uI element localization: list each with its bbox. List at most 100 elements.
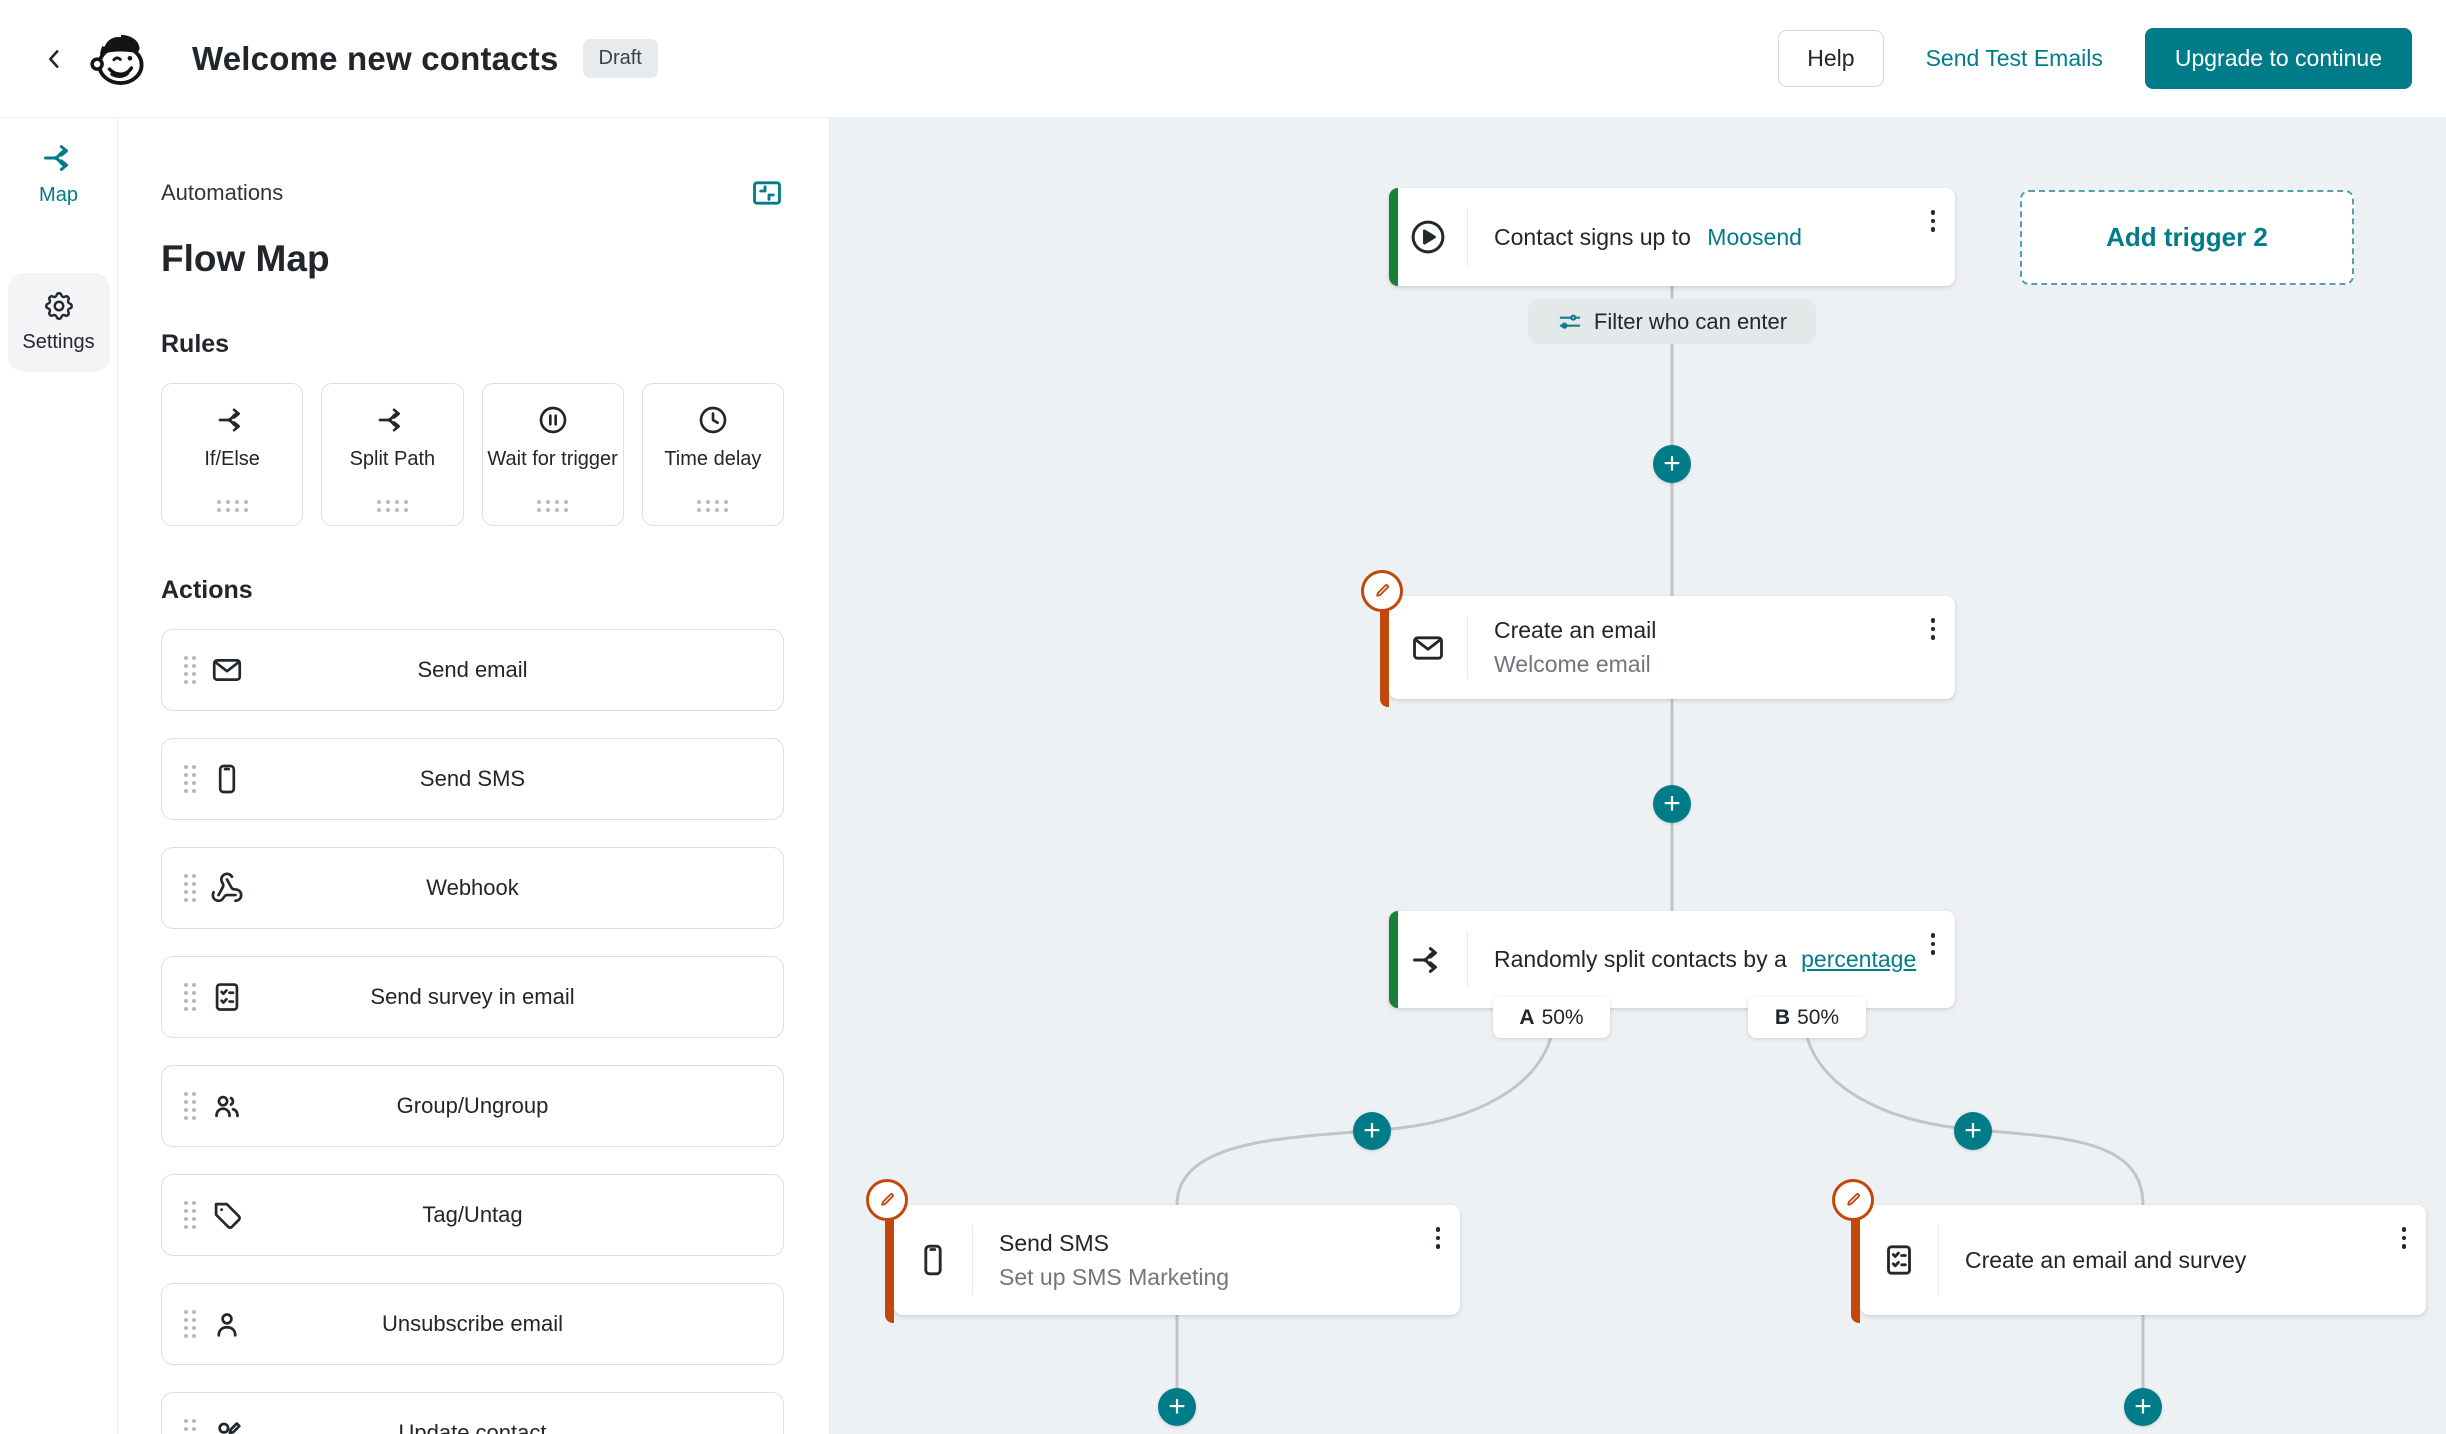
upgrade-button[interactable]: Upgrade to continue [2144, 28, 2412, 89]
back-button[interactable] [34, 39, 74, 79]
rule-label: Split Path [349, 448, 436, 470]
node-menu-button[interactable] [1925, 927, 1942, 961]
trigger-node[interactable]: Contact signs up to Moosend [1389, 188, 1955, 286]
action-item-send-survey[interactable]: Send survey in email [161, 956, 784, 1038]
node-subtitle: Set up SMS Marketing [999, 1263, 1230, 1290]
drag-handle[interactable] [184, 765, 196, 793]
split-text: Randomly split contacts by a [1494, 946, 1787, 972]
node-title: Create an email [1494, 617, 1657, 643]
edit-pencil-badge[interactable] [1832, 1179, 1874, 1221]
node-menu-button[interactable] [1430, 1221, 1447, 1255]
plus-icon: + [1663, 787, 1681, 820]
help-button[interactable]: Help [1778, 30, 1884, 87]
plus-icon: + [1168, 1390, 1186, 1423]
survey-icon [1887, 1245, 1911, 1275]
drag-handle[interactable] [184, 1201, 196, 1229]
node-subtitle: Welcome email [1494, 651, 1651, 677]
node-menu-button[interactable] [1925, 204, 1942, 238]
action-item-webhook[interactable]: Webhook [161, 847, 784, 929]
actions-heading: Actions [161, 576, 253, 604]
nav-item-settings[interactable]: Settings [7, 273, 110, 372]
actions-list: Send email Send SMS Webhook Send survey … [161, 629, 784, 1434]
add-step-button[interactable]: + [1158, 1388, 1196, 1426]
email-node[interactable]: Create an email Welcome email [1361, 570, 1955, 707]
plus-icon: + [1964, 1114, 1982, 1147]
drag-handle[interactable] [184, 983, 196, 1011]
action-item-tag-untag[interactable]: Tag/Untag [161, 1174, 784, 1256]
pencil-icon [1376, 584, 1389, 597]
rule-card-time-delay[interactable]: Time delay [641, 383, 784, 526]
node-menu-button[interactable] [1925, 612, 1942, 646]
add-step-button[interactable]: + [2124, 1388, 2162, 1426]
split-node[interactable]: Randomly split contacts by a percentage [1389, 911, 1955, 1008]
drag-handle[interactable] [184, 656, 196, 684]
action-label: Group/Ungroup [396, 1093, 549, 1118]
branch-percent: 50% [1797, 1005, 1840, 1029]
filter-who-can-enter-chip[interactable]: Filter who can enter [1528, 299, 1816, 344]
phone-icon [218, 764, 236, 794]
add-trigger-button[interactable]: Add trigger 2 [2020, 190, 2354, 285]
action-label: Send survey in email [370, 984, 575, 1009]
plus-icon: + [1363, 1114, 1381, 1147]
person-edit-icon [218, 1422, 241, 1434]
flow-canvas[interactable]: Contact signs up to Moosend Add trigger … [830, 118, 2446, 1434]
action-label: Send SMS [419, 766, 526, 791]
node-divider [972, 1225, 973, 1295]
mailchimp-logo[interactable] [84, 24, 154, 94]
drag-handle[interactable] [184, 1310, 196, 1338]
node-divider [1467, 931, 1468, 988]
add-step-button[interactable]: + [1653, 445, 1691, 483]
node-menu-button[interactable] [2396, 1221, 2413, 1255]
drag-handle[interactable] [184, 1419, 196, 1434]
edit-pencil-badge[interactable] [1361, 570, 1403, 612]
status-badge: Draft [582, 39, 658, 78]
drag-handle[interactable] [184, 874, 196, 902]
rule-label: Time delay [664, 448, 762, 470]
email-survey-node[interactable]: Create an email and survey [1832, 1179, 2426, 1323]
survey-icon [215, 983, 239, 1011]
branch-a-chip[interactable]: A 50% [1493, 997, 1610, 1038]
nav-settings-label: Settings [22, 331, 95, 353]
pencil-icon [1847, 1193, 1860, 1206]
play-circle-icon [1411, 220, 1445, 254]
collapse-panel-button[interactable] [750, 176, 784, 210]
action-item-unsubscribe-email[interactable]: Unsubscribe email [161, 1283, 784, 1365]
drag-dots [537, 500, 569, 512]
split-percentage-link[interactable]: percentage [1801, 946, 1917, 972]
trigger-accent-bar [1389, 188, 1398, 286]
envelope-icon [212, 659, 242, 681]
trigger-text: Contact signs up to [1494, 223, 1691, 250]
draft-accent-bar [1380, 596, 1389, 707]
add-step-button[interactable]: + [1653, 785, 1691, 823]
add-step-button[interactable]: + [1353, 1112, 1391, 1150]
envelope-icon [1413, 635, 1443, 660]
action-item-group-ungroup[interactable]: Group/Ungroup [161, 1065, 784, 1147]
edit-pencil-badge[interactable] [866, 1179, 908, 1221]
branch-b-chip[interactable]: B 50% [1748, 997, 1866, 1038]
drag-dots [376, 500, 408, 512]
drag-handle[interactable] [184, 1092, 196, 1120]
action-item-send-email[interactable]: Send email [161, 629, 784, 711]
drag-dots [697, 500, 729, 512]
action-item-send-sms[interactable]: Send SMS [161, 738, 784, 820]
action-item-update-contact[interactable]: Update contact [161, 1392, 784, 1434]
add-step-button[interactable]: + [1954, 1112, 1992, 1150]
app-header: Welcome new contacts Draft Help Send Tes… [0, 0, 2446, 118]
nav-item-map[interactable]: Map [0, 140, 117, 207]
trigger-source-link[interactable]: Moosend [1707, 223, 1802, 250]
chevron-left-icon [49, 49, 59, 68]
rule-card-wait-for-trigger[interactable]: Wait for trigger [481, 383, 624, 526]
action-label: Webhook [426, 875, 519, 900]
node-title: Create an email and survey [1965, 1246, 2247, 1273]
page-title: Welcome new contacts [192, 39, 559, 77]
node-divider [1467, 616, 1468, 679]
rules-heading: Rules [161, 330, 230, 358]
sms-node[interactable]: Send SMS Set up SMS Marketing [866, 1179, 1460, 1323]
rule-card-split-path[interactable]: Split Path [321, 383, 464, 526]
split-icon [1413, 946, 1437, 973]
rule-label: Wait for trigger [487, 448, 618, 470]
gear-icon [44, 292, 73, 320]
send-test-emails-link[interactable]: Send Test Emails [1925, 45, 2103, 71]
rule-card-if-else[interactable]: If/Else [161, 383, 304, 526]
panel-title: Flow Map [161, 238, 330, 279]
